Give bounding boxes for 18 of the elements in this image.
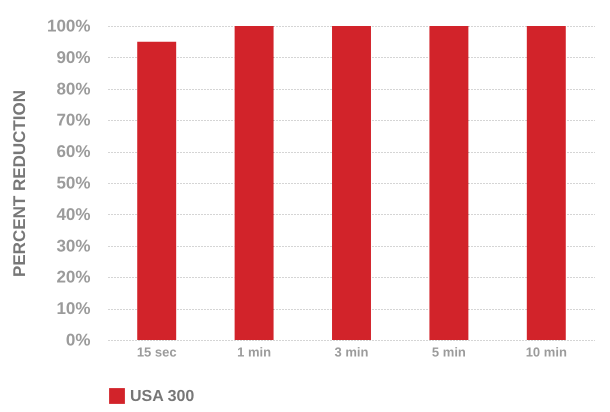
y-tick-label: 0% <box>66 330 90 350</box>
y-tick-label: 100% <box>47 16 90 36</box>
y-tick-label: 80% <box>56 79 90 98</box>
y-tick-label: 40% <box>56 204 90 224</box>
y-axis-title: PERCENT REDUCTION <box>10 90 30 278</box>
y-tick-label: 60% <box>56 142 90 162</box>
y-tick-label: 30% <box>56 236 90 256</box>
x-tick-label: 3 min <box>334 344 369 360</box>
y-tick-label: 20% <box>56 268 90 287</box>
y-tick-label: 50% <box>56 174 90 192</box>
y-tick-label: 70% <box>56 110 90 130</box>
legend-label: USA 300 <box>130 388 194 405</box>
y-tick-label: 90% <box>56 48 90 67</box>
x-tick-label: 1 min <box>237 344 272 360</box>
x-tick-label: 10 min <box>526 344 567 360</box>
y-tick-label: 10% <box>56 299 90 318</box>
x-tick-label: 5 min <box>432 344 466 360</box>
x-tick-label: 15 sec <box>136 344 177 360</box>
